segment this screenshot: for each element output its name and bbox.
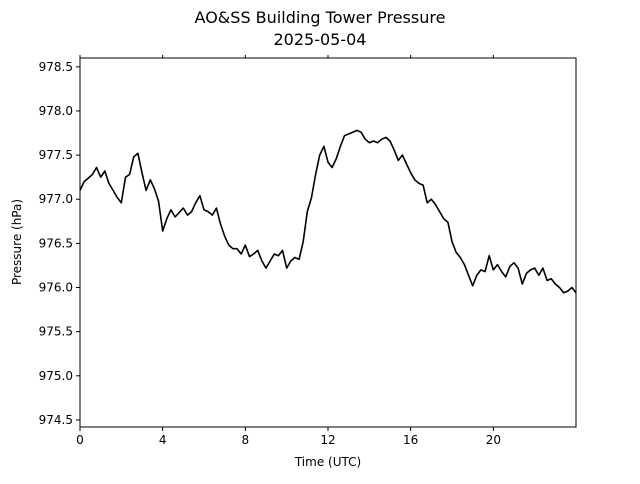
axis-ticks: 0 4 8 12 16 20 974.5 975.0 975.5 976.0 976.5 977.0 9… xyxy=(39,55,501,447)
y-tick-label: 976.0 xyxy=(39,281,73,295)
chart-subtitle: 2025-05-04 xyxy=(274,30,367,49)
plot-frame xyxy=(79,57,577,428)
y-tick-label: 975.5 xyxy=(39,325,73,339)
pressure-series-line xyxy=(79,129,577,294)
y-tick-label: 974.5 xyxy=(39,413,73,427)
x-tick-label: 0 xyxy=(76,433,84,447)
y-tick-label: 977.0 xyxy=(39,192,73,206)
y-axis-label: Pressure (hPa) xyxy=(10,199,24,285)
x-tick-label: 12 xyxy=(320,433,335,447)
y-tick-label: 975.0 xyxy=(39,369,73,383)
y-tick-label: 978.0 xyxy=(39,104,73,118)
x-tick-label: 8 xyxy=(242,433,250,447)
x-tick-label: 20 xyxy=(486,433,501,447)
x-tick-label: 16 xyxy=(403,433,418,447)
x-axis-label: Time (UTC) xyxy=(294,455,361,469)
x-tick-label: 4 xyxy=(159,433,167,447)
y-tick-label: 976.5 xyxy=(39,236,73,250)
y-tick-label: 978.5 xyxy=(39,60,73,74)
y-tick-label: 977.5 xyxy=(39,148,73,162)
chart-title: AO&SS Building Tower Pressure xyxy=(195,8,446,27)
data-series xyxy=(79,129,577,294)
